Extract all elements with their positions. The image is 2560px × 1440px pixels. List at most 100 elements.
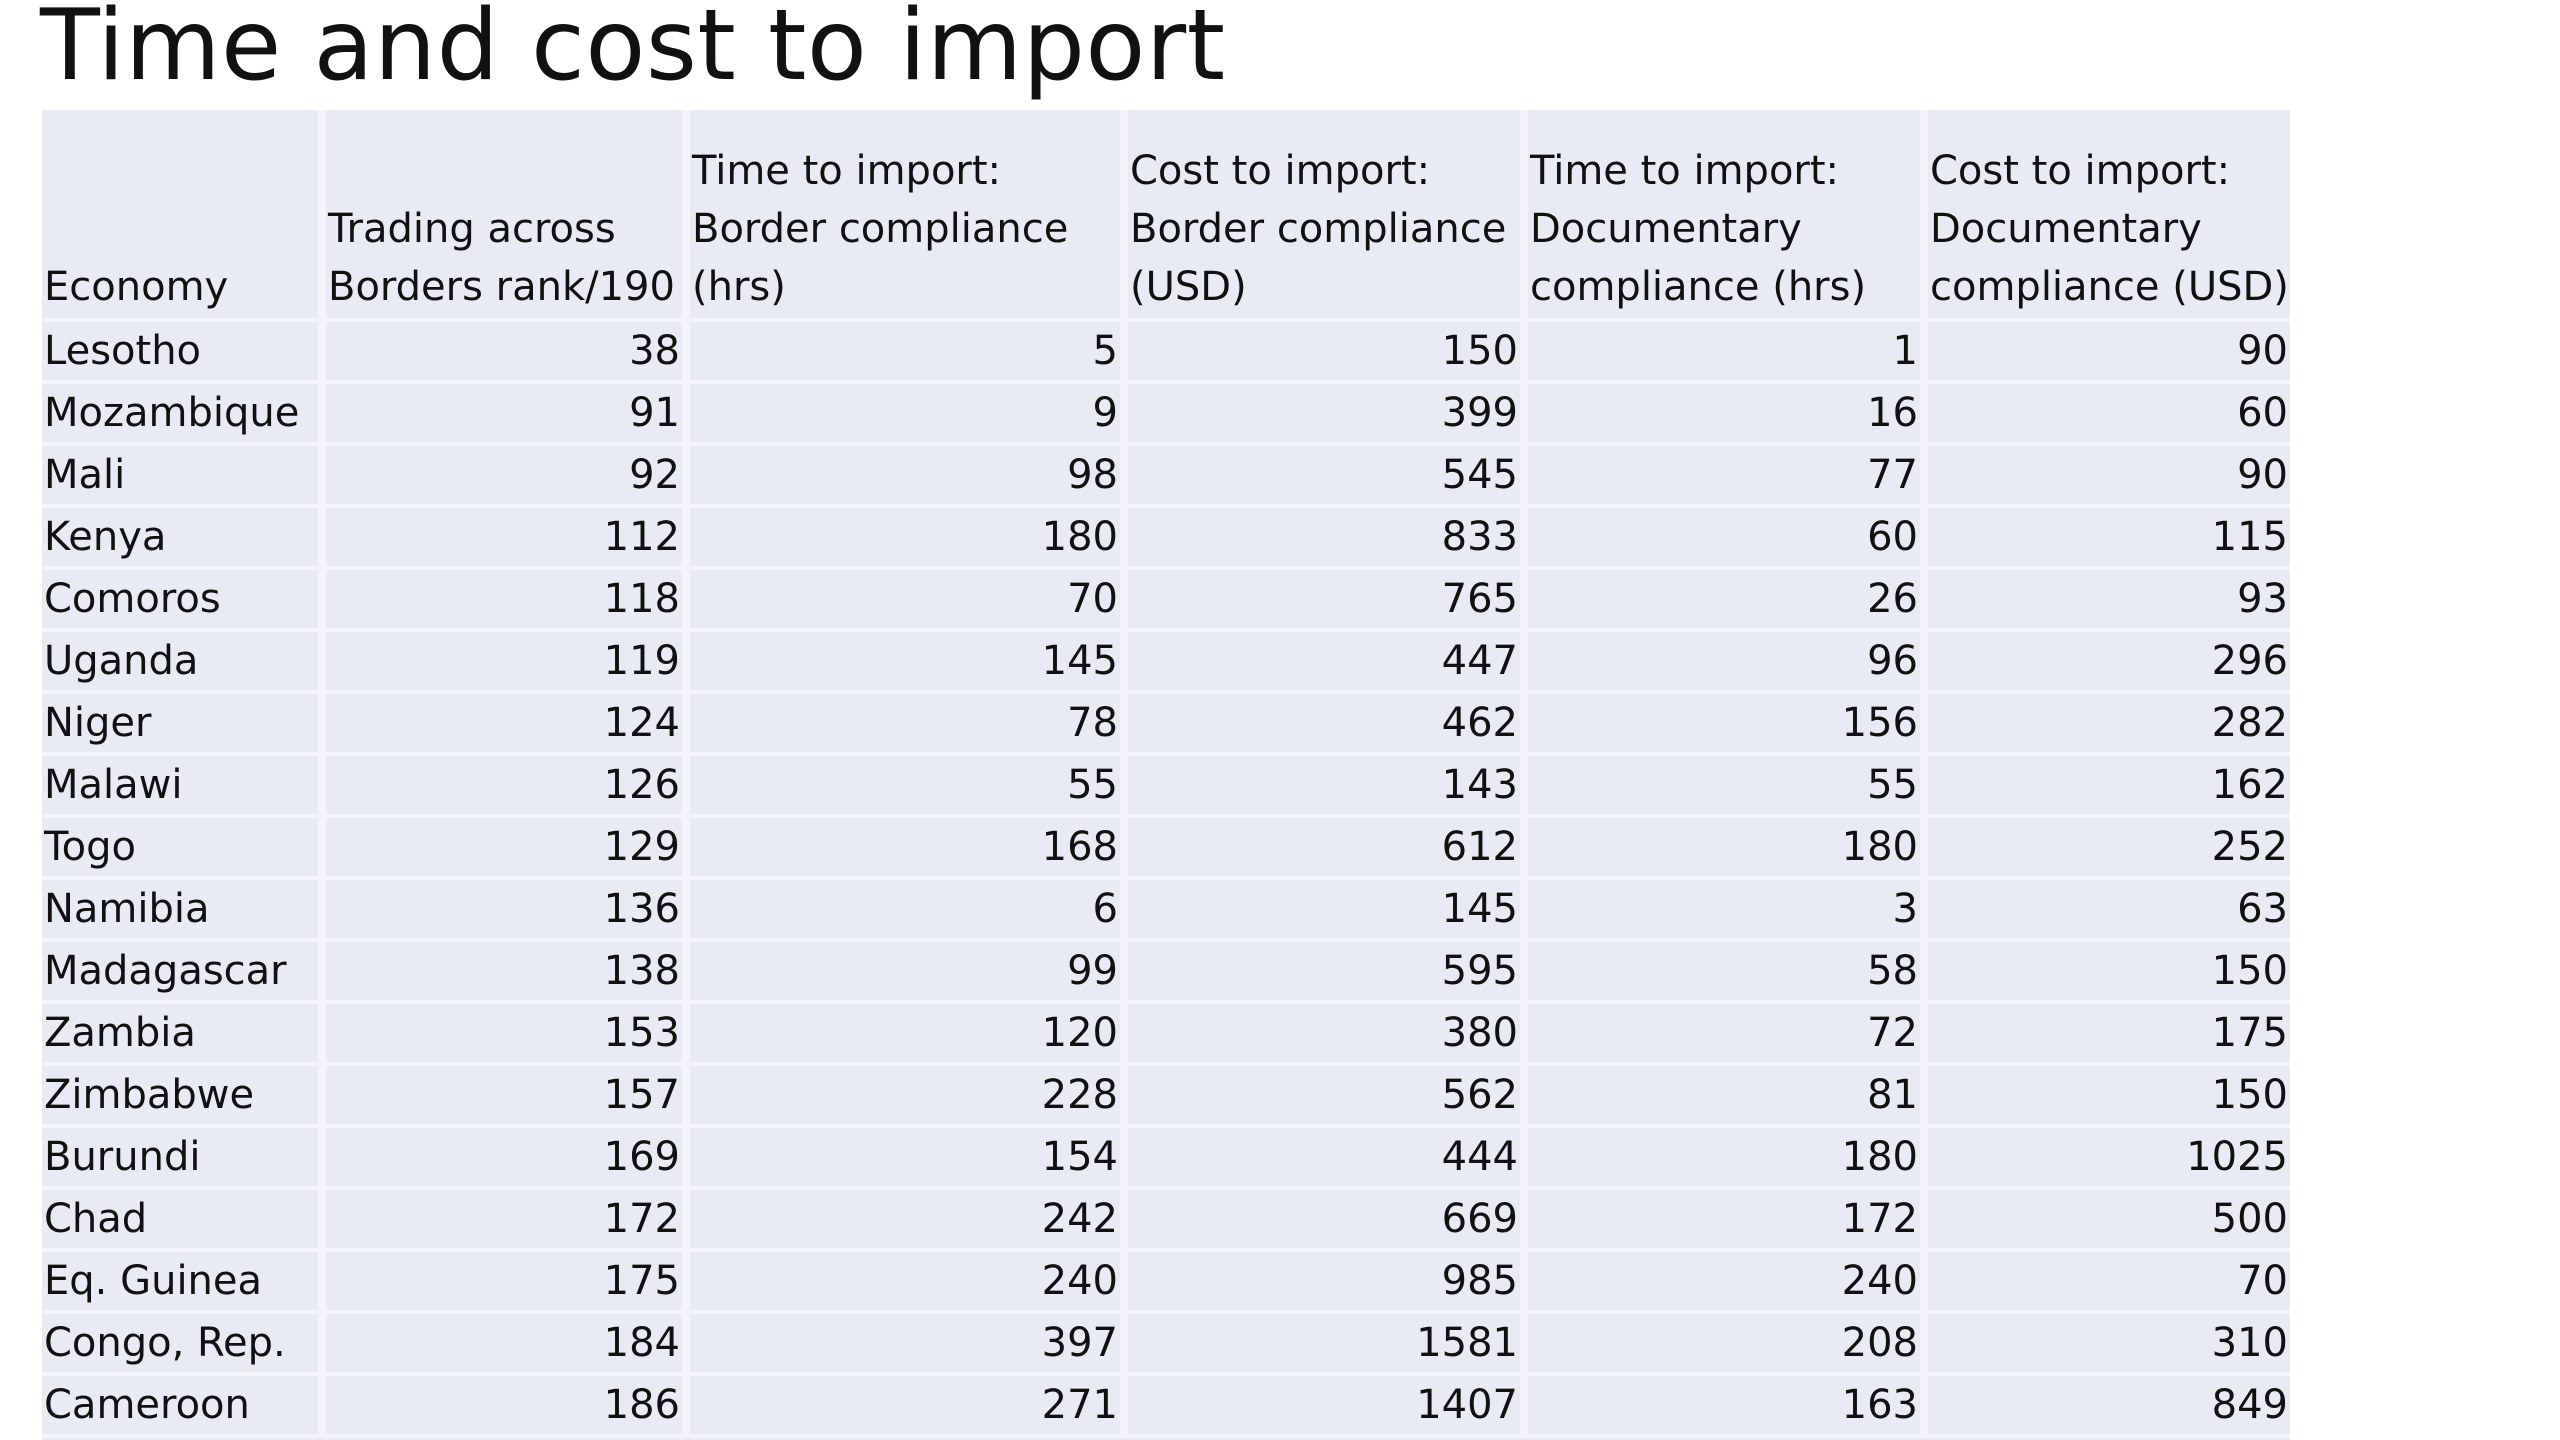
cell-time-documentary: 172 bbox=[1524, 1188, 1928, 1252]
cell-time-border: 240 bbox=[686, 1250, 1128, 1314]
cell-economy: Malawi bbox=[42, 754, 326, 818]
table-row: Mozambique 91 9 399 16 60 bbox=[42, 382, 2290, 446]
cell-trading-rank: 175 bbox=[322, 1250, 690, 1314]
cell-cost-documentary: 1025 bbox=[1924, 1126, 2290, 1190]
cell-cost-border: 1407 bbox=[1124, 1374, 1528, 1438]
cell-economy: Burundi bbox=[42, 1126, 326, 1190]
cell-time-border: 397 bbox=[686, 1312, 1128, 1376]
cell-economy: Mozambique bbox=[42, 382, 326, 446]
cell-cost-documentary: 90 bbox=[1924, 320, 2290, 384]
cell-time-documentary: 77 bbox=[1524, 444, 1928, 508]
cell-time-border: 78 bbox=[686, 692, 1128, 756]
cell-trading-rank: 91 bbox=[322, 382, 690, 446]
header-cost-border: Cost to import: Border compliance (USD) bbox=[1124, 110, 1528, 322]
cell-cost-documentary: 90 bbox=[1924, 444, 2290, 508]
cell-cost-documentary: 150 bbox=[1924, 940, 2290, 1004]
cell-time-documentary: 163 bbox=[1524, 1374, 1928, 1438]
cell-economy: Lesotho bbox=[42, 320, 326, 384]
header-economy: Economy bbox=[42, 110, 326, 322]
cell-time-documentary: 3 bbox=[1524, 878, 1928, 942]
cell-trading-rank: 153 bbox=[322, 1002, 690, 1066]
cell-economy: Comoros bbox=[42, 568, 326, 632]
cell-cost-border: 447 bbox=[1124, 630, 1528, 694]
table-row: Mali 92 98 545 77 90 bbox=[42, 444, 2290, 508]
table-row: Comoros 118 70 765 26 93 bbox=[42, 568, 2290, 632]
table-row: Burundi 169 154 444 180 1025 bbox=[42, 1126, 2290, 1190]
cell-cost-border: 1581 bbox=[1124, 1312, 1528, 1376]
cell-time-border: 9 bbox=[686, 382, 1128, 446]
cell-economy: Zambia bbox=[42, 1002, 326, 1066]
cell-trading-rank: 119 bbox=[322, 630, 690, 694]
cell-time-border: 6 bbox=[686, 878, 1128, 942]
table-row: Madagascar 138 99 595 58 150 bbox=[42, 940, 2290, 1004]
slide-title: Time and cost to import bbox=[40, 0, 1226, 103]
table-row: Eq. Guinea 175 240 985 240 70 bbox=[42, 1250, 2290, 1314]
import-table: Economy Trading across Borders rank/190 … bbox=[42, 110, 2290, 1438]
cell-time-border: 98 bbox=[686, 444, 1128, 508]
cell-time-border: 70 bbox=[686, 568, 1128, 632]
cell-cost-documentary: 162 bbox=[1924, 754, 2290, 818]
cell-time-documentary: 156 bbox=[1524, 692, 1928, 756]
cell-cost-border: 399 bbox=[1124, 382, 1528, 446]
cell-cost-border: 562 bbox=[1124, 1064, 1528, 1128]
cell-cost-documentary: 282 bbox=[1924, 692, 2290, 756]
cell-trading-rank: 126 bbox=[322, 754, 690, 818]
import-table-container: Economy Trading across Borders rank/190 … bbox=[42, 110, 2290, 1440]
cell-cost-border: 765 bbox=[1124, 568, 1528, 632]
cell-time-border: 55 bbox=[686, 754, 1128, 818]
cell-trading-rank: 136 bbox=[322, 878, 690, 942]
cell-cost-documentary: 63 bbox=[1924, 878, 2290, 942]
cell-cost-documentary: 849 bbox=[1924, 1374, 2290, 1438]
cell-time-documentary: 240 bbox=[1524, 1250, 1928, 1314]
cell-time-documentary: 55 bbox=[1524, 754, 1928, 818]
cell-economy: Uganda bbox=[42, 630, 326, 694]
cell-trading-rank: 38 bbox=[322, 320, 690, 384]
cell-cost-border: 985 bbox=[1124, 1250, 1528, 1314]
cell-cost-border: 612 bbox=[1124, 816, 1528, 880]
cell-cost-border: 150 bbox=[1124, 320, 1528, 384]
table-row: Lesotho 38 5 150 1 90 bbox=[42, 320, 2290, 384]
cell-cost-documentary: 296 bbox=[1924, 630, 2290, 694]
cell-trading-rank: 157 bbox=[322, 1064, 690, 1128]
cell-economy: Congo, Rep. bbox=[42, 1312, 326, 1376]
table-body: Lesotho 38 5 150 1 90 Mozambique 91 9 399 16 60 Mali… bbox=[42, 320, 2290, 1438]
cell-time-documentary: 96 bbox=[1524, 630, 1928, 694]
cell-cost-border: 444 bbox=[1124, 1126, 1528, 1190]
header-row: Economy Trading across Borders rank/190 … bbox=[42, 110, 2290, 322]
table-row: Niger 124 78 462 156 282 bbox=[42, 692, 2290, 756]
cell-cost-border: 595 bbox=[1124, 940, 1528, 1004]
cell-time-border: 120 bbox=[686, 1002, 1128, 1066]
table-row: Congo, Rep. 184 397 1581 208 310 bbox=[42, 1312, 2290, 1376]
cell-cost-border: 462 bbox=[1124, 692, 1528, 756]
cell-trading-rank: 186 bbox=[322, 1374, 690, 1438]
cell-trading-rank: 124 bbox=[322, 692, 690, 756]
cell-cost-documentary: 70 bbox=[1924, 1250, 2290, 1314]
cell-time-border: 5 bbox=[686, 320, 1128, 384]
cell-trading-rank: 169 bbox=[322, 1126, 690, 1190]
cell-cost-border: 143 bbox=[1124, 754, 1528, 818]
cell-cost-documentary: 150 bbox=[1924, 1064, 2290, 1128]
header-time-border: Time to import: Border compliance (hrs) bbox=[686, 110, 1128, 322]
cell-economy: Zimbabwe bbox=[42, 1064, 326, 1128]
table-row: Namibia 136 6 145 3 63 bbox=[42, 878, 2290, 942]
table-row: Chad 172 242 669 172 500 bbox=[42, 1188, 2290, 1252]
header-time-documentary: Time to import: Documentary compliance (… bbox=[1524, 110, 1928, 322]
table-row: Malawi 126 55 143 55 162 bbox=[42, 754, 2290, 818]
cell-time-documentary: 26 bbox=[1524, 568, 1928, 632]
cell-time-documentary: 180 bbox=[1524, 1126, 1928, 1190]
cell-time-documentary: 60 bbox=[1524, 506, 1928, 570]
table-row: Zambia 153 120 380 72 175 bbox=[42, 1002, 2290, 1066]
cell-economy: Togo bbox=[42, 816, 326, 880]
cell-time-border: 99 bbox=[686, 940, 1128, 1004]
cell-time-border: 145 bbox=[686, 630, 1128, 694]
cell-time-documentary: 208 bbox=[1524, 1312, 1928, 1376]
cell-time-documentary: 1 bbox=[1524, 320, 1928, 384]
cell-trading-rank: 118 bbox=[322, 568, 690, 632]
cell-time-border: 242 bbox=[686, 1188, 1128, 1252]
cell-time-documentary: 81 bbox=[1524, 1064, 1928, 1128]
header-cost-documentary: Cost to import: Documentary compliance (… bbox=[1924, 110, 2290, 322]
cell-cost-documentary: 310 bbox=[1924, 1312, 2290, 1376]
cell-time-documentary: 16 bbox=[1524, 382, 1928, 446]
cell-cost-border: 833 bbox=[1124, 506, 1528, 570]
